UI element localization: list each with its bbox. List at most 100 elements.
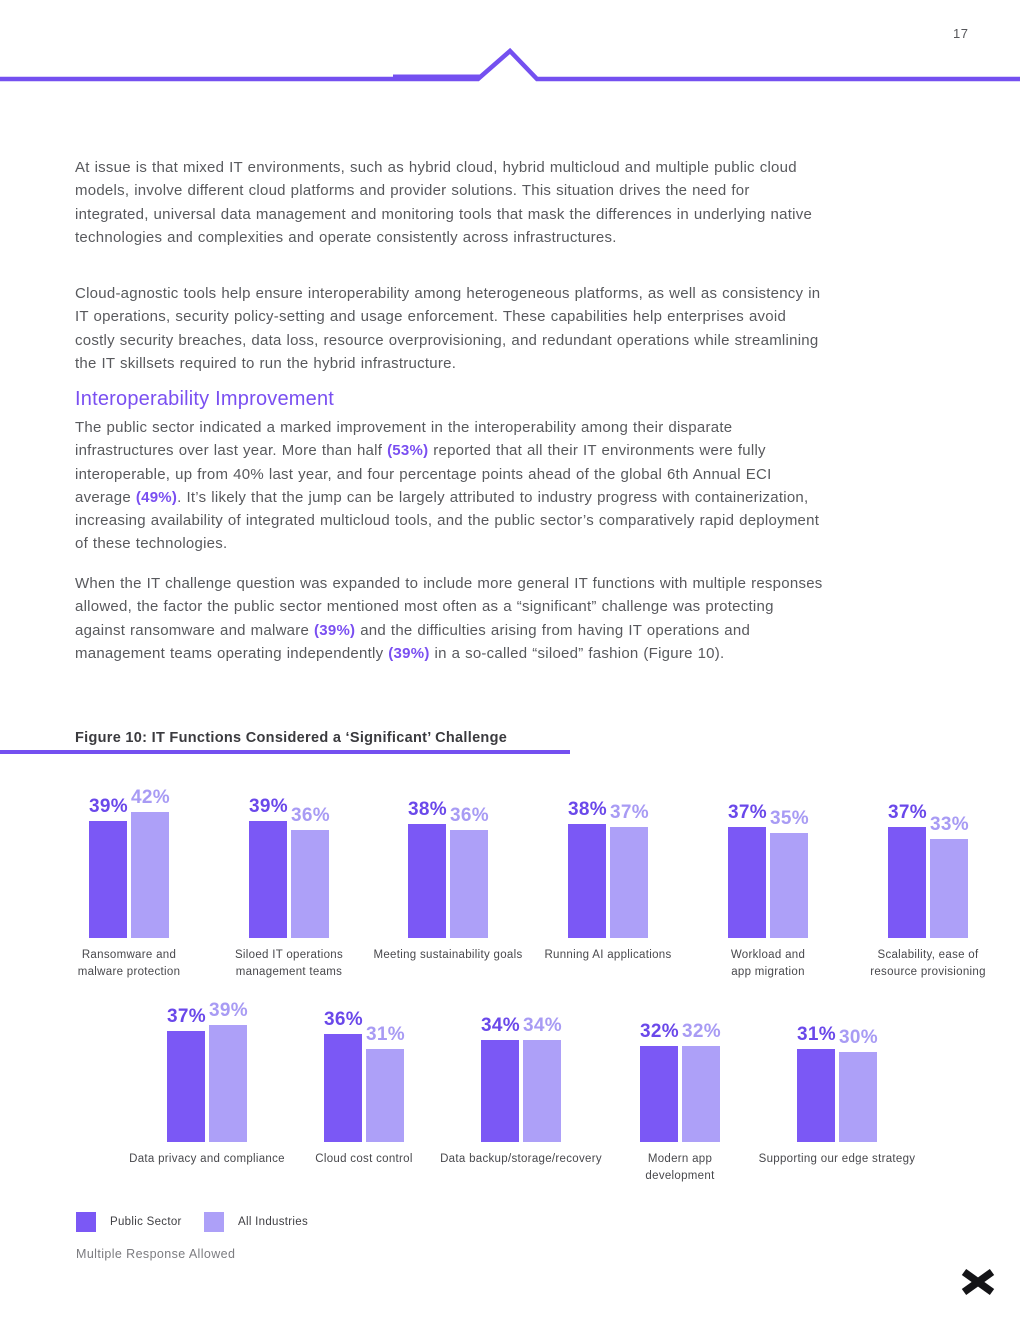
body-paragraph-1: At issue is that mixed IT environments, …	[75, 159, 813, 246]
bar-all-industries	[523, 1040, 561, 1142]
bar-public-sector	[481, 1040, 519, 1142]
bar-value-public-sector: 37%	[728, 802, 767, 823]
bar-column-public-sector: 36%	[324, 1009, 363, 1142]
bar-column-public-sector: 38%	[408, 799, 447, 938]
text-segment: . It’s likely that the jump can be large…	[75, 488, 820, 553]
text-segment: in a so-called “siloed” fashion (Figure …	[429, 644, 725, 662]
section-heading: Interoperability Improvement	[75, 388, 335, 410]
bar-all-industries	[209, 1025, 247, 1142]
bar-all-industries	[366, 1049, 404, 1142]
legend-label-public-sector: Public Sector	[110, 1216, 182, 1228]
bar-all-industries	[930, 839, 968, 938]
text-segment: When the IT challenge question was expan…	[75, 575, 823, 639]
bar-public-sector	[324, 1034, 362, 1142]
bar-column-all-industries: 42%	[131, 787, 170, 938]
bar-column-all-industries: 36%	[450, 805, 489, 938]
highlight-stat: (49%)	[135, 488, 178, 506]
bar-value-all-industries: 42%	[131, 787, 170, 808]
nutanix-x-logo-icon	[961, 1268, 995, 1296]
bar-column-all-industries: 32%	[682, 1021, 721, 1142]
category-label: Running AI applications	[544, 949, 672, 961]
bar-all-industries	[610, 827, 648, 938]
bar-column-public-sector: 39%	[89, 796, 128, 938]
bar-public-sector	[728, 827, 766, 938]
bar-public-sector	[568, 824, 606, 938]
bar-value-public-sector: 34%	[481, 1015, 520, 1036]
category-label: Data privacy and compliance	[129, 1153, 285, 1165]
highlight-stat: (53%)	[387, 442, 429, 460]
bar-public-sector	[408, 824, 446, 938]
bar-value-public-sector: 38%	[568, 799, 607, 820]
legend-item-public-sector: Public Sector	[76, 1212, 182, 1232]
category-label: Ransomware and malware protection	[77, 949, 181, 979]
bar-group: 32% 32%	[640, 1021, 721, 1142]
bar-column-all-industries: 36%	[291, 805, 330, 938]
bar-group: 38% 36%	[408, 799, 489, 938]
bar-value-public-sector: 36%	[324, 1009, 363, 1030]
bar-group: 34% 34%	[481, 1015, 562, 1142]
bar-group: 37% 33%	[888, 802, 969, 938]
bar-public-sector	[888, 827, 926, 938]
legend-item-all-industries: All Industries	[204, 1212, 308, 1232]
legend-swatch-public-sector	[76, 1212, 96, 1232]
category-label: Meeting sustainability goals	[373, 949, 523, 961]
bar-all-industries	[839, 1052, 877, 1142]
bar-value-all-industries: 30%	[839, 1027, 878, 1048]
bar-group: 39% 36%	[249, 796, 330, 938]
bar-group: 37% 35%	[728, 802, 809, 938]
header-accent-line	[0, 47, 1020, 82]
figure-caption-rule	[0, 750, 570, 754]
bar-all-industries	[770, 833, 808, 938]
category-label: Cloud cost control	[315, 1153, 413, 1165]
bar-value-all-industries: 36%	[291, 805, 330, 826]
bar-column-all-industries: 30%	[839, 1027, 878, 1142]
bar-column-all-industries: 31%	[366, 1024, 405, 1142]
bar-column-public-sector: 32%	[640, 1021, 679, 1142]
legend-label-all-industries: All Industries	[238, 1216, 309, 1228]
bar-all-industries	[450, 830, 488, 938]
bar-value-public-sector: 38%	[408, 799, 447, 820]
category-label: Data backup/storage/recovery	[440, 1153, 602, 1165]
bar-group: 38% 37%	[568, 799, 649, 938]
bar-column-all-industries: 35%	[770, 808, 809, 938]
bar-column-public-sector: 34%	[481, 1015, 520, 1142]
category-label: Siloed IT operations management teams	[234, 949, 344, 979]
bar-value-public-sector: 37%	[167, 1006, 206, 1027]
body-paragraph-4: When the IT challenge question was expan…	[75, 572, 823, 665]
bar-value-all-industries: 39%	[209, 1000, 248, 1021]
bar-column-public-sector: 37%	[167, 1006, 206, 1142]
category-label: Supporting our edge strategy	[758, 1153, 916, 1165]
bar-value-public-sector: 39%	[89, 796, 128, 817]
bar-value-all-industries: 37%	[610, 802, 649, 823]
bar-value-public-sector: 31%	[797, 1024, 836, 1045]
bar-value-public-sector: 37%	[888, 802, 927, 823]
bar-group: 37% 39%	[167, 1000, 248, 1142]
bar-column-all-industries: 33%	[930, 814, 969, 938]
body-paragraph-2: Cloud-agnostic tools help ensure interop…	[75, 285, 821, 372]
bar-value-public-sector: 39%	[249, 796, 288, 817]
bar-group: 31% 30%	[797, 1024, 878, 1142]
category-label: Modern app development	[645, 1153, 715, 1183]
bar-public-sector	[249, 821, 287, 938]
bar-group: 39% 42%	[89, 787, 170, 938]
bar-column-all-industries: 39%	[209, 1000, 248, 1142]
bar-group: 36% 31%	[324, 1009, 405, 1142]
bar-value-all-industries: 32%	[682, 1021, 721, 1042]
bar-column-public-sector: 31%	[797, 1024, 836, 1142]
bar-value-public-sector: 32%	[640, 1021, 679, 1042]
bar-value-all-industries: 36%	[450, 805, 489, 826]
bar-all-industries	[131, 812, 169, 938]
page-number: 17	[953, 26, 969, 41]
text-segment: reported that all their IT environments …	[75, 442, 772, 506]
text-segment: and the difficulties arising from having…	[75, 621, 751, 662]
bar-public-sector	[167, 1031, 205, 1142]
bar-all-industries	[291, 830, 329, 938]
text-segment: The public sector indicated a marked imp…	[75, 419, 733, 460]
bar-public-sector	[640, 1046, 678, 1142]
bar-column-all-industries: 34%	[523, 1015, 562, 1142]
bar-column-public-sector: 39%	[249, 796, 288, 938]
bar-value-all-industries: 31%	[366, 1024, 405, 1045]
highlight-stat: (39%)	[388, 644, 430, 662]
bar-value-all-industries: 34%	[523, 1015, 562, 1036]
